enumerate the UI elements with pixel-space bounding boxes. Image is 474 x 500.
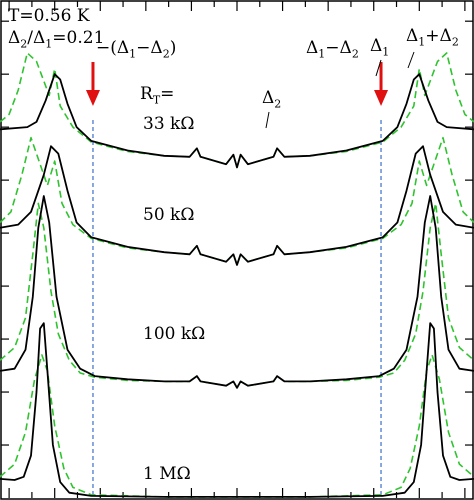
curve-solid-series-1: [0, 145, 474, 266]
red-arrow-head: [85, 90, 100, 106]
pointer-delta1-plus-delta2: [407, 51, 415, 69]
curve-dashed-series-2: [0, 202, 474, 389]
curves: [0, 52, 474, 498]
label-delta1: Δ1: [370, 36, 390, 59]
curve-solid-series-2: [0, 195, 474, 389]
red-arrow-left: [85, 62, 100, 106]
series-label-50k: 50 kΩ: [143, 205, 195, 225]
ratio-label: Δ2/Δ1=0.21: [8, 28, 105, 51]
series-label-100k: 100 kΩ: [143, 324, 206, 344]
ref-label-right: Δ1−Δ2: [306, 38, 359, 61]
curve-solid-series-0: [0, 73, 474, 169]
red-arrow-head: [374, 90, 389, 106]
series-label-1M: 1 MΩ: [143, 464, 191, 484]
series-label-33k: 33 kΩ: [143, 114, 195, 134]
curve-dashed-series-1: [0, 136, 474, 266]
curve-dashed-series-3: [0, 354, 474, 498]
reference-lines: [92, 120, 382, 498]
temperature-label: T=0.56 K: [8, 6, 90, 26]
curve-solid-series-3: [0, 322, 474, 498]
resistance-header: RT=: [140, 84, 175, 107]
ref-label-left: −(Δ1−Δ2): [96, 38, 177, 61]
red-arrow-right: [374, 62, 389, 106]
arrows: [85, 62, 389, 106]
feature-pointers: [265, 51, 415, 129]
curve-dashed-series-0: [0, 52, 474, 169]
pointer-delta1: [375, 59, 382, 77]
label-delta1-plus-delta2: Δ1+Δ2: [406, 26, 459, 49]
pointer-delta2: [265, 111, 270, 129]
label-delta2: Δ2: [262, 88, 282, 111]
